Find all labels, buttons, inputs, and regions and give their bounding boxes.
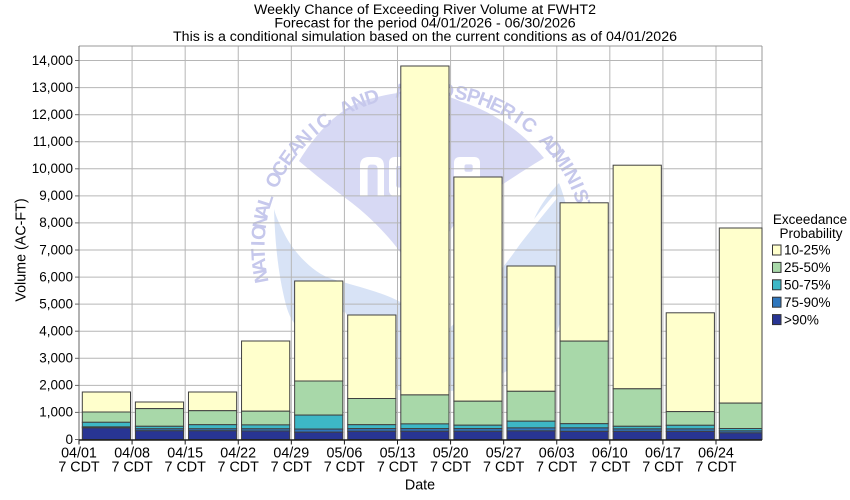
- svg-text:04/22: 04/22: [220, 445, 256, 461]
- svg-text:1,000: 1,000: [39, 405, 73, 420]
- svg-text:9,000: 9,000: [39, 188, 73, 203]
- svg-text:Forecast for the period 04/01/: Forecast for the period 04/01/2026 - 06/…: [274, 15, 575, 31]
- svg-text:Volume (AC-FT): Volume (AC-FT): [14, 198, 30, 301]
- svg-text:Exceedance: Exceedance: [773, 212, 847, 227]
- svg-text:10-25%: 10-25%: [784, 243, 831, 258]
- svg-text:7 CDT: 7 CDT: [218, 460, 260, 476]
- svg-text:7 CDT: 7 CDT: [589, 460, 631, 476]
- svg-text:Weekly Chance of Exceeding Riv: Weekly Chance of Exceeding River Volume …: [254, 2, 596, 18]
- svg-text:75-90%: 75-90%: [784, 295, 831, 310]
- svg-text:7 CDT: 7 CDT: [324, 460, 366, 476]
- svg-text:7 CDT: 7 CDT: [377, 460, 419, 476]
- svg-text:7 CDT: 7 CDT: [111, 460, 153, 476]
- svg-text:04/08: 04/08: [114, 445, 150, 461]
- svg-text:11,000: 11,000: [33, 134, 73, 149]
- svg-text:7 CDT: 7 CDT: [430, 460, 472, 476]
- svg-text:This is a conditional simulati: This is a conditional simulation based o…: [173, 29, 677, 45]
- svg-text:06/24: 06/24: [698, 445, 734, 461]
- svg-text:04/15: 04/15: [167, 445, 203, 461]
- svg-text:14,000: 14,000: [32, 53, 73, 68]
- svg-text:05/06: 05/06: [327, 445, 363, 461]
- svg-text:>90%: >90%: [784, 312, 819, 327]
- svg-text:7,000: 7,000: [39, 242, 73, 257]
- svg-text:4,000: 4,000: [39, 324, 73, 339]
- svg-text:Date: Date: [405, 478, 435, 494]
- svg-text:N: N: [249, 267, 273, 285]
- svg-text:12,000: 12,000: [32, 107, 73, 122]
- svg-text:05/13: 05/13: [380, 445, 416, 461]
- svg-text:06/03: 06/03: [539, 445, 575, 461]
- svg-text:5,000: 5,000: [39, 296, 73, 311]
- svg-text:A: A: [248, 257, 272, 274]
- svg-text:05/27: 05/27: [486, 445, 522, 461]
- svg-text:A: A: [251, 201, 276, 220]
- svg-text:7 CDT: 7 CDT: [483, 460, 525, 476]
- svg-text:6,000: 6,000: [39, 269, 73, 284]
- svg-text:T: T: [248, 248, 271, 261]
- svg-text:2,000: 2,000: [39, 378, 73, 393]
- svg-text:P: P: [464, 84, 483, 109]
- svg-text:7 CDT: 7 CDT: [271, 460, 313, 476]
- svg-text:04/29: 04/29: [273, 445, 309, 461]
- svg-text:06/10: 06/10: [592, 445, 628, 461]
- svg-text:D: D: [362, 85, 382, 110]
- svg-text:13,000: 13,000: [32, 80, 73, 95]
- svg-text:N: N: [249, 213, 273, 231]
- svg-text:I: I: [248, 240, 270, 246]
- svg-text:25-50%: 25-50%: [784, 260, 831, 275]
- svg-text:7 CDT: 7 CDT: [165, 460, 207, 476]
- svg-text:7 CDT: 7 CDT: [642, 460, 684, 476]
- svg-text:Probability: Probability: [779, 226, 842, 241]
- svg-text:O: O: [248, 224, 271, 241]
- svg-text:05/20: 05/20: [433, 445, 469, 461]
- svg-text:7 CDT: 7 CDT: [536, 460, 578, 476]
- svg-text:50-75%: 50-75%: [784, 278, 831, 293]
- svg-text:7 CDT: 7 CDT: [695, 460, 737, 476]
- svg-text:8,000: 8,000: [39, 215, 73, 230]
- svg-text:06/17: 06/17: [645, 445, 681, 461]
- svg-text:0: 0: [65, 432, 73, 447]
- svg-text:10,000: 10,000: [32, 161, 73, 176]
- svg-text:3,000: 3,000: [39, 351, 73, 366]
- svg-text:04/01: 04/01: [61, 445, 97, 461]
- svg-text:7 CDT: 7 CDT: [58, 460, 100, 476]
